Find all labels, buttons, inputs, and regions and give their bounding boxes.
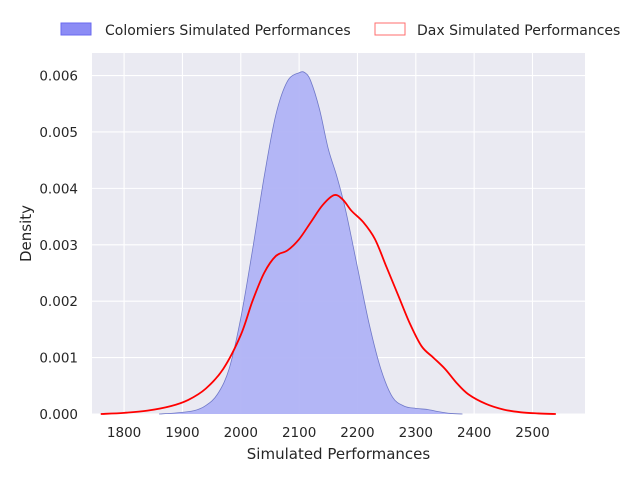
- x-axis-title: Simulated Performances: [247, 445, 431, 463]
- y-tick-label: 0.006: [39, 69, 78, 85]
- y-tick-label: 0.001: [39, 351, 78, 367]
- y-tick-label: 0.004: [39, 181, 78, 197]
- x-tick-label: 2500: [515, 425, 549, 441]
- x-tick-label: 2300: [399, 425, 433, 441]
- tick-labels: 1800 1900 2000 2100 2200 2300 2400 2500 0.000 0.0…: [39, 69, 549, 441]
- x-tick-label: 1800: [107, 425, 141, 441]
- chart-legend: Colomiers Simulated Performances Dax Sim…: [60, 22, 620, 39]
- density-area-colomiers: [159, 71, 463, 415]
- y-axis-title: Density: [17, 205, 35, 262]
- legend-label-colomiers: Colomiers Simulated Performances: [105, 23, 351, 39]
- legend-swatch-dax: [374, 22, 406, 36]
- x-tick-label: 2000: [224, 425, 258, 441]
- x-tick-label: 1900: [165, 425, 199, 441]
- legend-label-dax: Dax Simulated Performances: [417, 23, 620, 39]
- y-tick-label: 0.005: [39, 125, 78, 141]
- density-outline-colomiers: [159, 71, 463, 415]
- density-line-dax: [100, 194, 556, 415]
- legend-swatch-colomiers: [60, 22, 92, 36]
- y-tick-label: 0.003: [39, 238, 78, 254]
- x-tick-label: 2200: [340, 425, 374, 441]
- x-tick-label: 2100: [282, 425, 316, 441]
- y-tick-label: 0.000: [39, 407, 78, 423]
- x-tick-label: 2400: [457, 425, 491, 441]
- y-tick-label: 0.002: [39, 294, 78, 310]
- series-layer: [100, 71, 556, 415]
